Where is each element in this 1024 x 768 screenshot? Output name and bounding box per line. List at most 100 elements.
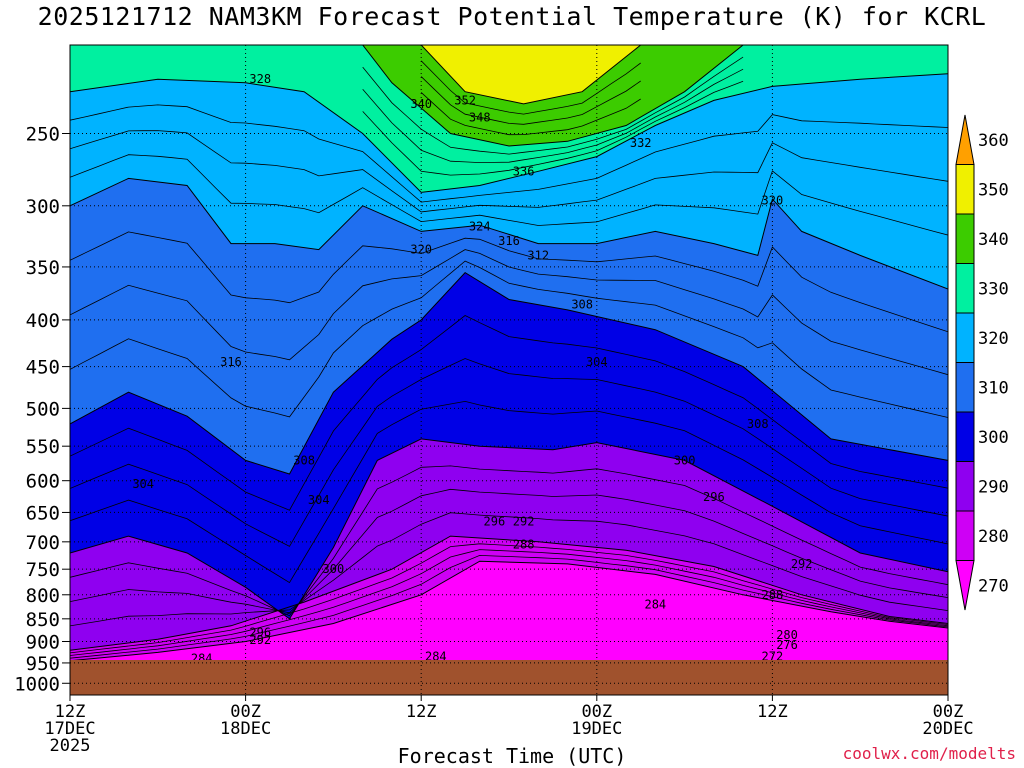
isentrope-minor [70, 488, 948, 614]
contour-label: 304 [132, 477, 154, 491]
x-tick-label: 19DEC [571, 719, 622, 739]
colorbar: 270 280 290 300 310 320 330 340 350 360 [955, 114, 1009, 611]
isentrope-288 [70, 560, 948, 662]
contour-label: 304 [308, 493, 330, 507]
y-tick-label: 950 [26, 653, 60, 675]
y-tick-label: 500 [26, 398, 60, 420]
y-tick-label: 900 [26, 631, 60, 653]
contour-label: 292 [791, 557, 813, 571]
x-tick-label: 12Z [757, 702, 788, 722]
contour-label: 352 [454, 93, 476, 107]
y-tick-label: 550 [26, 436, 60, 458]
y-tick-label: 400 [26, 310, 60, 332]
y-tick-label: 450 [26, 357, 60, 379]
colorbar-label: 350 [978, 180, 1009, 200]
y-tick-label: 1000 [14, 673, 60, 695]
contour-label: 308 [747, 417, 769, 431]
isentrope-310 [70, 271, 948, 475]
contour-label: 312 [527, 248, 549, 262]
contour-label: 284 [644, 598, 666, 612]
isentrope-minor [70, 512, 948, 627]
contour-label: 300 [674, 453, 696, 467]
colorbar-label: 360 [978, 131, 1009, 151]
contour-label: 348 [469, 110, 491, 124]
isentrope-300 [70, 438, 948, 620]
x-tick-label: 18DEC [220, 719, 271, 739]
isentrope-minor [70, 465, 948, 617]
x-tick-label: 17DEC [44, 719, 95, 739]
contour-label: 288 [762, 588, 784, 602]
isentrope-minor [70, 130, 948, 213]
isentrope-minor [70, 400, 948, 584]
colorbar-swatch [955, 263, 975, 314]
colorbar-swatch [955, 510, 975, 561]
isentrope-minor [70, 249, 948, 376]
isentrope-minor [70, 154, 948, 236]
x-tick-label: 12Z [55, 702, 86, 722]
colorbar-label: 330 [978, 279, 1009, 299]
y-tick-label: 250 [26, 123, 60, 145]
contour-label: 296 [484, 514, 506, 528]
colorbar-swatch [955, 362, 975, 413]
isentrope-minor [362, 68, 744, 164]
contour-label: 308 [293, 453, 315, 467]
colorbar-swatch [955, 164, 975, 215]
x-tick-label: 2025 [50, 736, 91, 756]
isentrope-340 [362, 45, 744, 147]
y-tick-label: 800 [26, 585, 60, 607]
credit-link[interactable]: coolwx.com/modelts [842, 744, 1016, 763]
colorbar-swatch [955, 114, 975, 165]
x-tick-label: 12Z [406, 702, 437, 722]
contour-label: 300 [323, 562, 345, 576]
colorbar-swatch [955, 411, 975, 462]
x-tick-label: 00Z [230, 702, 261, 722]
colorbar-label: 320 [978, 329, 1009, 349]
isentrope-minor [70, 549, 948, 656]
isentrope-330 [70, 73, 948, 193]
y-tick-label: 350 [26, 257, 60, 279]
contour-label: 316 [220, 355, 242, 369]
contour-label: 296 [703, 490, 725, 504]
colorbar-swatch [955, 461, 975, 512]
contour-label: 288 [513, 538, 535, 552]
y-tick-label: 850 [26, 609, 60, 631]
contour-label: 296 [249, 626, 271, 640]
y-axis: 2503003504004505005506006507007508008509… [14, 123, 70, 695]
isentrope-350 [420, 45, 642, 105]
isentrope-minor [420, 76, 641, 125]
colorbar-label: 300 [978, 428, 1009, 448]
contour-label: 304 [586, 355, 608, 369]
isentrope-minor [362, 80, 744, 176]
y-tick-label: 300 [26, 196, 60, 218]
isentrope-minor [70, 231, 948, 333]
x-tick-label: 00Z [581, 702, 612, 722]
chart-title: 2025121712 NAM3KM Forecast Potential Tem… [37, 2, 987, 31]
contour-label: 292 [249, 633, 271, 647]
contour-label: 320 [762, 193, 784, 207]
isentrope-minor [420, 60, 641, 115]
isentrope-minor [70, 260, 948, 418]
isentrope-minor [70, 104, 948, 203]
colorbar-swatch [955, 312, 975, 363]
colorbar-label: 270 [978, 576, 1009, 596]
colorbar-swatch [955, 213, 975, 264]
colorbar-swatch [955, 560, 975, 611]
contour-label: 308 [571, 298, 593, 312]
isentrope-minor [70, 554, 948, 659]
contour-label: 276 [776, 638, 798, 652]
isentrope-minor [70, 315, 948, 511]
x-axis-title: Forecast Time (UTC) [397, 744, 627, 768]
isentrope-290 [70, 535, 948, 651]
isentrope-320 [70, 177, 948, 290]
x-tick-label: 20DEC [922, 719, 973, 739]
contour-label: 324 [469, 219, 491, 233]
contour-label: 292 [513, 514, 535, 528]
band-350 [421, 45, 641, 104]
contour-label: 280 [776, 628, 798, 642]
contour-label: 328 [249, 72, 271, 86]
plot-frame [69, 44, 949, 696]
terrain-ground [70, 660, 948, 695]
contour-fills [70, 45, 948, 695]
